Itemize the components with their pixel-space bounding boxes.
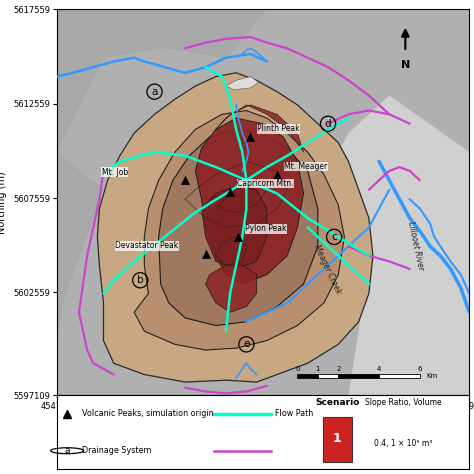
Bar	[297, 374, 318, 378]
Text: Km: Km	[426, 373, 438, 379]
Polygon shape	[57, 9, 267, 341]
Text: 6: 6	[418, 366, 422, 372]
Text: Volcanic Peaks, simulation origin: Volcanic Peaks, simulation origin	[77, 409, 214, 418]
Polygon shape	[159, 129, 318, 326]
Text: Pylon Peak: Pylon Peak	[245, 224, 287, 233]
Polygon shape	[216, 105, 303, 152]
Text: Devastator Peak: Devastator Peak	[115, 241, 179, 250]
Text: Meager Creek: Meager Creek	[312, 243, 343, 295]
Text: 0.4, 1 × 10⁵ m³: 0.4, 1 × 10⁵ m³	[374, 439, 432, 448]
Text: b: b	[137, 275, 144, 285]
Polygon shape	[57, 9, 469, 395]
Polygon shape	[328, 95, 469, 395]
Bar	[379, 374, 420, 378]
Text: Mt. Meager: Mt. Meager	[284, 162, 327, 171]
X-axis label: Easting (m): Easting (m)	[235, 417, 292, 427]
Polygon shape	[226, 77, 259, 90]
Text: Drainage System: Drainage System	[77, 446, 152, 455]
Text: 2: 2	[336, 366, 340, 372]
Text: 4: 4	[377, 366, 381, 372]
Text: 0: 0	[295, 366, 300, 372]
Text: Scenario: Scenario	[315, 398, 359, 407]
Text: Flow Path: Flow Path	[275, 409, 314, 418]
Text: Slope Ratio, Volume: Slope Ratio, Volume	[365, 398, 442, 407]
Text: a: a	[64, 446, 70, 455]
Y-axis label: Northing (m): Northing (m)	[0, 171, 8, 234]
Polygon shape	[201, 186, 267, 269]
Text: a: a	[151, 87, 158, 97]
Text: Plinth Peak: Plinth Peak	[257, 124, 300, 133]
Text: N: N	[401, 60, 410, 70]
Bar	[338, 374, 379, 378]
Text: Mt. Job: Mt. Job	[102, 168, 128, 177]
Text: e: e	[243, 339, 250, 349]
Polygon shape	[134, 110, 345, 350]
Bar	[318, 374, 338, 378]
Text: 1: 1	[316, 366, 320, 372]
Polygon shape	[195, 118, 303, 284]
Text: Capricorn Mtn.: Capricorn Mtn.	[237, 179, 293, 188]
FancyBboxPatch shape	[323, 417, 352, 462]
Text: Lillooet River: Lillooet River	[406, 221, 425, 272]
Polygon shape	[206, 265, 256, 312]
Text: c: c	[331, 232, 337, 242]
Text: 1: 1	[333, 432, 342, 445]
Polygon shape	[97, 73, 373, 382]
Text: d: d	[325, 118, 331, 129]
